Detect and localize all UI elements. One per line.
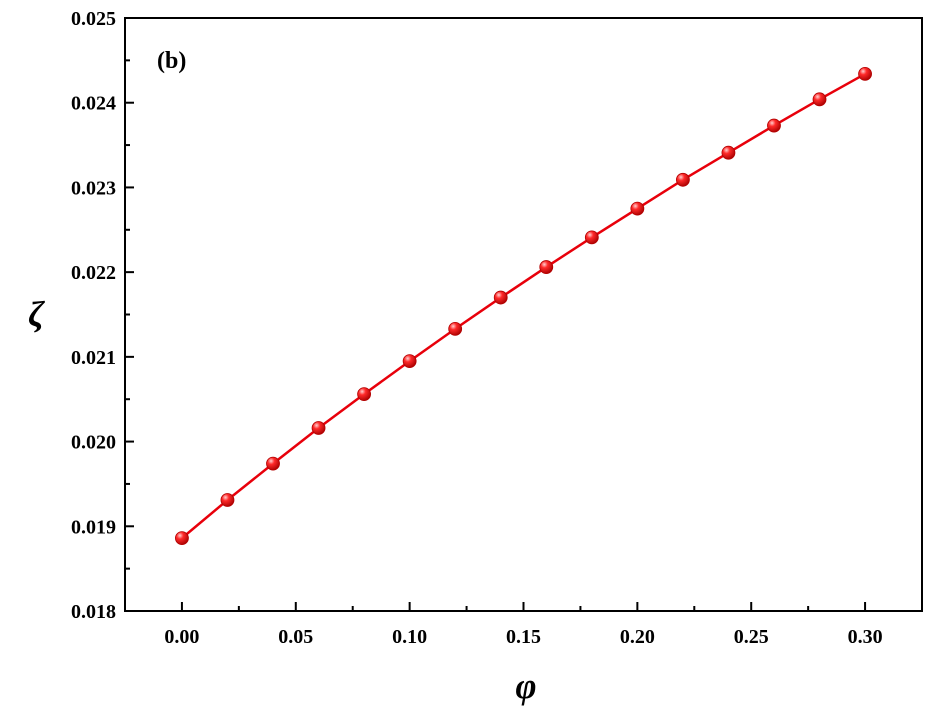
x-axis-ticks: 0.00 0.05 0.10 0.15 0.20 0.25 0.30 [164,602,923,648]
data-point [175,531,189,546]
y-tick-label: 0.023 [71,177,116,199]
y-tick-label: 0.018 [71,601,116,623]
data-point [767,118,781,133]
data-point [630,201,645,216]
data-point [266,456,280,471]
y-axis-title: ζ [28,294,45,334]
x-tick-label: 0.25 [734,626,769,648]
data-point [402,354,417,368]
data-point [676,172,690,187]
data-point [357,387,372,402]
y-tick-label: 0.022 [71,262,116,284]
y-axis-ticks: 0.018 0.019 0.020 0.021 0.022 0.023 0.024 0.025 [71,8,134,623]
data-point [584,230,599,245]
data-point [858,67,872,81]
data-point [721,145,736,160]
data-point [448,322,463,336]
data-point [311,421,326,435]
x-axis-title: φ [515,666,536,706]
data-point [493,290,508,305]
plot-frame [124,17,923,612]
y-tick-label: 0.024 [71,93,116,115]
x-tick-label: 0.15 [506,626,541,648]
data-point [539,260,554,274]
data-point [220,493,235,507]
y-tick-label: 0.019 [71,516,116,538]
series-layer [175,67,872,546]
x-tick-label: 0.20 [620,626,655,648]
y-tick-label: 0.025 [71,8,116,30]
panel-label: (b) [157,48,186,74]
x-tick-label: 0.10 [392,626,427,648]
x-tick-label: 0.30 [848,626,883,648]
series-line [181,72,866,540]
y-tick-label: 0.021 [71,347,116,369]
x-tick-label: 0.00 [164,626,199,648]
data-point [812,92,827,107]
y-tick-label: 0.020 [71,432,116,454]
x-tick-label: 0.05 [278,626,313,648]
